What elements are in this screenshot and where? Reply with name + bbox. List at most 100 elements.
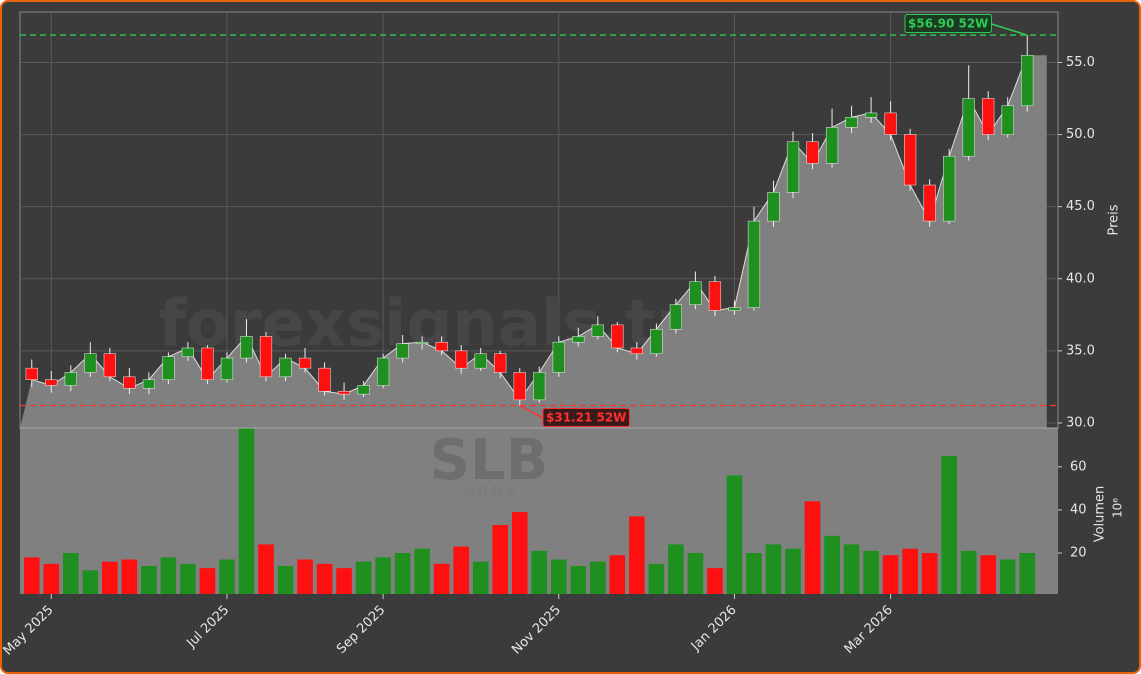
volume-bar [687, 553, 704, 594]
volume-bar [82, 570, 99, 594]
volume-bar [765, 544, 782, 594]
candle-body [181, 347, 195, 357]
volume-bar [336, 568, 352, 594]
y-tick-label: 30.0 [1066, 415, 1095, 430]
x-tick-label: May 2025 [2, 603, 57, 659]
subtitle-watermark: SLB.N V [461, 484, 517, 500]
candle-body [435, 341, 448, 352]
volume-bar [882, 555, 899, 594]
candle-body [669, 304, 682, 330]
candle-body [279, 357, 292, 378]
volume-bar [570, 565, 587, 594]
candle-body [25, 367, 38, 380]
volume-bar [980, 555, 997, 594]
volume-bar [843, 544, 860, 594]
candle-body [357, 385, 370, 395]
volume-bar [43, 563, 60, 594]
candle-body [572, 336, 585, 343]
y2-scale: 10⁶ [1111, 498, 1125, 518]
volume-bar [453, 546, 469, 594]
level-label: $31.21 52W [546, 411, 626, 425]
volume-bar [258, 544, 274, 594]
volume-bar [433, 563, 450, 594]
candle-body [650, 328, 663, 354]
candle-body [220, 357, 234, 380]
candle-body [845, 117, 858, 128]
volume-bar [414, 548, 430, 594]
volume-bar [102, 561, 118, 594]
candle-body [377, 357, 390, 386]
candle-body [240, 336, 253, 359]
volume-bar [921, 553, 938, 594]
candle-body [318, 367, 331, 392]
candle-body [533, 372, 546, 401]
volume-bar [629, 516, 645, 594]
candle-body [1001, 105, 1014, 135]
candle-body [494, 353, 507, 373]
y-tick-label: 35.0 [1066, 343, 1095, 358]
candle-body [825, 127, 839, 164]
volume-bar [941, 456, 957, 594]
volume-bar [316, 563, 333, 594]
volume-bar [726, 475, 743, 594]
volume-bar [804, 501, 821, 594]
price-area [20, 55, 1047, 428]
candle-body [513, 372, 526, 401]
volume-bar [492, 525, 509, 594]
candle-body [1021, 55, 1034, 106]
volume-bar [902, 548, 918, 594]
volume-bar [121, 559, 138, 594]
candle-body [298, 357, 312, 369]
candle-body [982, 98, 995, 135]
candle-body [708, 281, 722, 311]
y-tick-label: 45.0 [1066, 199, 1095, 214]
volume-bar [785, 548, 801, 594]
y-tick-label: 40.0 [1066, 271, 1095, 286]
candle-body [904, 134, 917, 186]
volume-bar [375, 557, 391, 594]
volume-bar [511, 512, 528, 594]
volume-bar [160, 557, 177, 594]
level-label-box [904, 14, 992, 33]
y2-tick-label: 20 [1070, 546, 1087, 561]
volume-bar [62, 553, 79, 594]
volume-bar [863, 550, 879, 594]
volume-bar [531, 550, 548, 594]
candle-body [337, 390, 351, 395]
candle-body [630, 347, 643, 354]
x-tick-label: Sep 2025 [334, 603, 388, 657]
candle-body [728, 307, 741, 311]
volume-bar [590, 561, 606, 594]
candle-body [884, 112, 897, 135]
candle-body [962, 98, 975, 157]
candle-body [455, 350, 468, 369]
candle-body [786, 141, 800, 193]
volume-bar [648, 563, 665, 594]
candle-body [142, 379, 155, 389]
candle-body [201, 347, 214, 380]
volume-bar [238, 428, 255, 594]
y2-tick-label: 40 [1070, 502, 1087, 517]
volume-bar [394, 553, 411, 594]
volume-bar [199, 568, 216, 594]
x-tick-label: Jul 2025 [184, 603, 233, 652]
y-axis-label: Preis [1107, 204, 1122, 235]
candle-body [767, 191, 780, 222]
level-arrow [991, 23, 1028, 36]
volume-bar [609, 555, 626, 594]
volume-bar [707, 568, 723, 594]
candle-body [45, 379, 58, 386]
volume-bar [219, 559, 235, 594]
volume-bar [960, 550, 977, 594]
candle-body [259, 336, 273, 378]
volume-bar [999, 559, 1016, 594]
volume-bar [141, 565, 157, 594]
close-line [31, 55, 1028, 401]
candle-body [591, 324, 604, 337]
volume-bar [550, 559, 567, 594]
symbol-watermark: SLB [430, 428, 549, 493]
x-tick-label: Jan 2026 [688, 603, 740, 655]
candle-body [162, 356, 175, 380]
